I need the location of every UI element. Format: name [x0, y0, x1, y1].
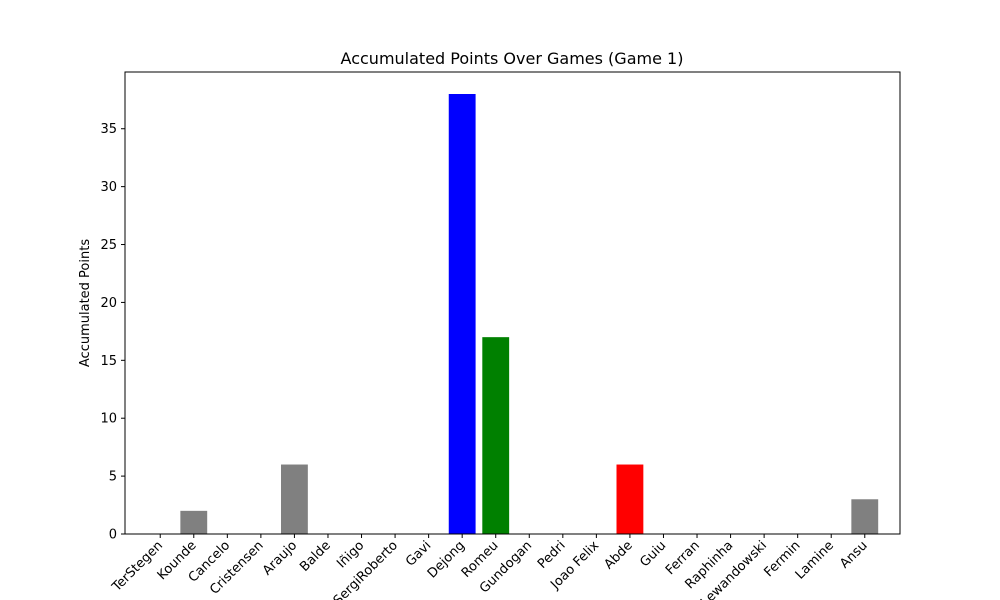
y-tick-label-2: 10	[100, 412, 117, 427]
bar-4	[281, 464, 308, 534]
bar-14	[616, 464, 644, 534]
y-tick-label-6: 30	[100, 180, 117, 195]
y-tick-label-3: 15	[100, 354, 117, 369]
y-ticks-group: 0 5 10 15 20 25 30 35	[100, 122, 125, 543]
y-tick-label-1: 5	[109, 470, 117, 485]
bar-10	[482, 337, 510, 534]
bar-21	[851, 499, 879, 534]
y-tick-label-4: 20	[100, 296, 117, 311]
x-tick-label-21: Ansu	[837, 538, 870, 571]
plot-frame	[124, 71, 901, 535]
bar-1	[180, 510, 208, 534]
y-axis-label: Accumulated Points	[78, 239, 93, 367]
y-tick-label-5: 25	[100, 238, 117, 253]
y-tick-label-7: 35	[100, 122, 117, 137]
x-tick-label-14: Abde	[602, 538, 636, 572]
x-tick-label-0: TerStegen	[109, 538, 166, 595]
x-tick-label-9: Dejong	[425, 538, 468, 581]
x-ticks-group: TerStegenKoundeCanceloCristensenAraujoBa…	[109, 534, 871, 600]
bar-9	[448, 94, 476, 534]
x-tick-label-4: Araujo	[260, 538, 300, 578]
y-tick-label-0: 0	[109, 528, 117, 543]
bars-group	[180, 94, 879, 534]
chart-title: Accumulated Points Over Games (Game 1)	[341, 49, 684, 68]
x-tick-label-5: Balde	[297, 538, 334, 575]
